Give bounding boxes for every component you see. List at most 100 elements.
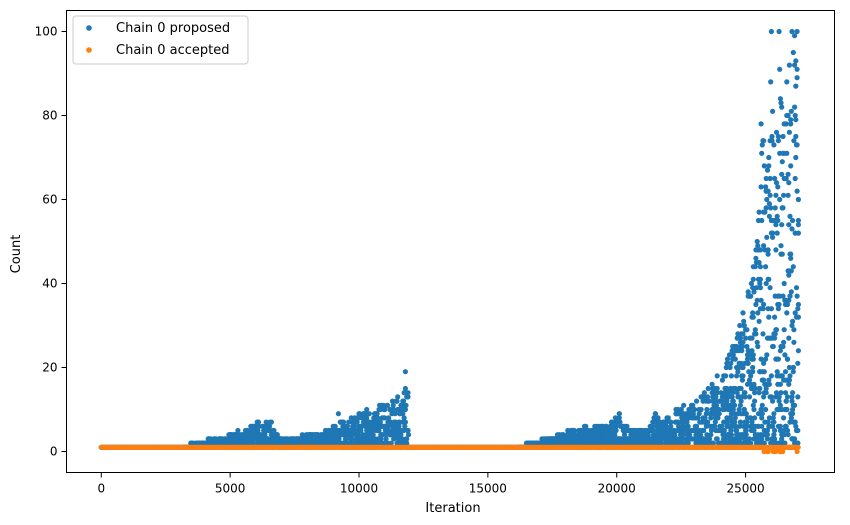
proposed-point [680, 432, 686, 438]
proposed-point [616, 415, 622, 421]
proposed-point [388, 419, 394, 425]
accepted-point [765, 448, 771, 455]
proposed-point [756, 209, 762, 215]
proposed-point [734, 390, 740, 396]
proposed-point [708, 427, 715, 434]
legend-marker-accepted [86, 47, 92, 53]
proposed-point [349, 436, 355, 442]
proposed-point [768, 28, 775, 35]
proposed-point [781, 121, 787, 127]
proposed-point [366, 411, 372, 417]
proposed-point [405, 390, 411, 396]
proposed-point [789, 28, 795, 35]
proposed-point [713, 394, 719, 400]
proposed-point [743, 335, 749, 341]
proposed-point [787, 293, 793, 299]
proposed-point [792, 419, 798, 425]
proposed-point [743, 427, 749, 434]
proposed-point [744, 327, 750, 333]
proposed-point [781, 339, 787, 345]
ticks-layer: 0 5000 10000 15000 20000 25000 0 20 40 60 80 100 [35, 25, 765, 496]
proposed-point [725, 390, 731, 396]
proposed-point [759, 142, 765, 148]
proposed-point [746, 369, 752, 375]
proposed-point [764, 167, 771, 173]
proposed-point [763, 390, 769, 396]
y-axis-label: Count [9, 235, 24, 274]
proposed-point [791, 138, 797, 144]
proposed-point [256, 436, 262, 442]
proposed-point [795, 394, 801, 400]
proposed-point [757, 276, 764, 282]
proposed-point [719, 398, 725, 404]
proposed-point [723, 373, 729, 379]
proposed-point [773, 390, 780, 396]
proposed-point [299, 432, 305, 438]
proposed-point [688, 402, 695, 408]
accepted-point [795, 444, 801, 450]
proposed-point [735, 331, 741, 337]
proposed-point [764, 432, 771, 438]
proposed-point [737, 419, 744, 425]
proposed-point [751, 427, 757, 434]
proposed-point [667, 427, 673, 434]
proposed-point [779, 251, 785, 257]
proposed-point [719, 423, 725, 429]
proposed-point [739, 348, 745, 354]
proposed-point [753, 255, 759, 261]
proposed-point [732, 415, 738, 421]
proposed-point [336, 436, 342, 442]
proposed-point [781, 192, 787, 198]
proposed-point [761, 377, 767, 383]
proposed-point [779, 436, 785, 442]
proposed-point [795, 301, 802, 308]
proposed-point [772, 331, 778, 337]
proposed-point [706, 436, 713, 442]
proposed-point [736, 406, 742, 413]
accepted-point [772, 448, 779, 455]
proposed-point [769, 133, 775, 140]
proposed-point [570, 427, 576, 434]
proposed-point [786, 364, 793, 371]
proposed-point [724, 419, 731, 425]
proposed-point [737, 402, 744, 408]
proposed-point [757, 264, 764, 270]
proposed-point [761, 369, 767, 375]
proposed-point [740, 310, 746, 316]
proposed-point [266, 423, 273, 429]
proposed-point [761, 163, 767, 169]
proposed-point [793, 133, 799, 140]
proposed-point [743, 411, 749, 417]
proposed-point [764, 427, 771, 434]
proposed-point [794, 142, 800, 148]
proposed-point [790, 49, 796, 56]
proposed-point [351, 423, 358, 429]
proposed-point [739, 343, 746, 350]
proposed-point [639, 427, 646, 434]
proposed-point [763, 406, 769, 413]
proposed-point [767, 175, 773, 182]
proposed-point [786, 377, 793, 383]
proposed-point [609, 419, 615, 425]
proposed-point [358, 427, 364, 434]
proposed-point [749, 419, 755, 425]
proposed-point [755, 310, 761, 316]
proposed-point [675, 419, 681, 425]
proposed-point [777, 196, 783, 203]
proposed-point [764, 352, 770, 358]
x-tick-label: 25000 [726, 482, 764, 496]
proposed-point [719, 377, 726, 383]
proposed-point [760, 331, 766, 337]
proposed-point [391, 436, 397, 442]
proposed-point [703, 423, 709, 429]
proposed-point [718, 390, 724, 396]
proposed-point [714, 390, 720, 396]
proposed-point [613, 423, 619, 429]
proposed-point [721, 406, 727, 413]
proposed-point [787, 213, 793, 219]
proposed-point [789, 322, 795, 329]
proposed-point [780, 133, 786, 140]
proposed-point [766, 154, 772, 161]
proposed-point [785, 432, 791, 438]
